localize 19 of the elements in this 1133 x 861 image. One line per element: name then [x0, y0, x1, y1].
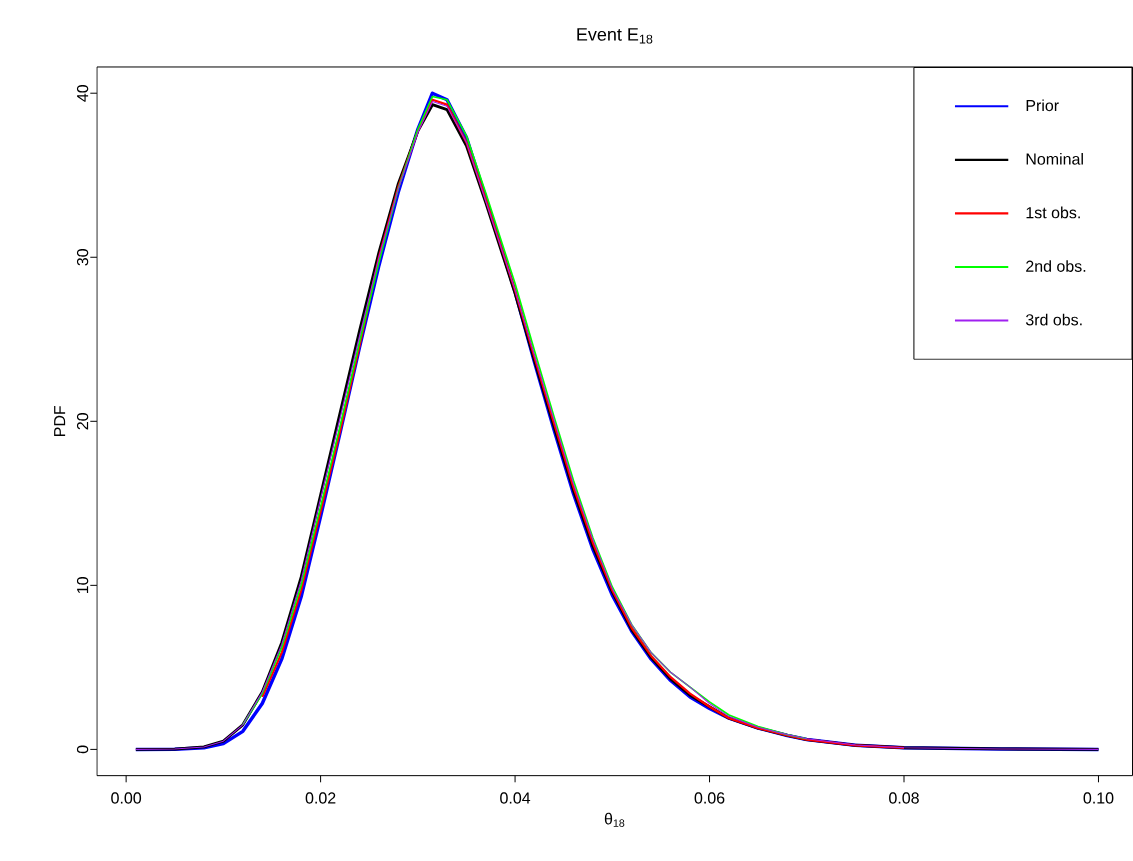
y-tick-label: 20: [76, 413, 89, 430]
legend-label: 2nd obs.: [1026, 260, 1086, 273]
legend-label: 1st obs.: [1026, 206, 1080, 219]
x-tick-label: 0.10: [1083, 792, 1114, 804]
chart-title: Event E$_{18}$: [577, 28, 653, 44]
legend-label: 3rd obs.: [1025, 313, 1082, 326]
y-tick-label: 10: [76, 577, 89, 594]
y-tick-label: 30: [76, 249, 89, 266]
y-tick-label: 0: [76, 745, 89, 754]
x-axis-title: θ$_{18}$: [604, 813, 625, 828]
x-tick-label: 0.04: [500, 792, 531, 804]
x-tick-label: 0.08: [889, 792, 919, 804]
legend-label: Prior: [1026, 99, 1059, 112]
x-tick-label: 0.06: [694, 792, 725, 804]
legend-label: Nominal: [1026, 153, 1083, 165]
y-axis-title: PDF: [54, 406, 66, 437]
y-tick-label: 40: [76, 85, 89, 102]
x-tick-label: 0.00: [111, 792, 142, 804]
x-tick-label: 0.02: [305, 792, 336, 804]
